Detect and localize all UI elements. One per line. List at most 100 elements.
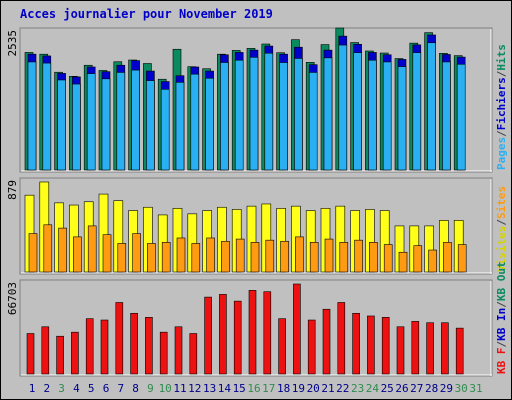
day-label-2: 2 bbox=[43, 382, 50, 395]
bar-sites-day-23 bbox=[354, 239, 363, 273]
day-label-23: 23 bbox=[351, 382, 364, 395]
panel-bottom-border bbox=[19, 279, 493, 377]
day-label-29: 29 bbox=[440, 382, 453, 395]
day-label-3: 3 bbox=[58, 382, 65, 395]
legend-middle-item-1: / bbox=[495, 219, 508, 226]
bar-kb-day-27 bbox=[411, 321, 420, 375]
bar-pages-day-20 bbox=[308, 72, 318, 171]
bar-sites-day-26 bbox=[398, 251, 408, 273]
bar-kb-day-24 bbox=[367, 315, 375, 375]
bar-sites-day-12 bbox=[191, 243, 201, 273]
panel-middle-legend: Visites/Sites bbox=[495, 186, 508, 272]
panel-top-max-label: 2535 bbox=[6, 30, 19, 57]
bar-sites-day-21 bbox=[324, 238, 334, 273]
legend-top-item-2: Fichiers bbox=[495, 77, 508, 130]
bar-sites-day-20 bbox=[309, 242, 319, 273]
day-label-22: 22 bbox=[336, 382, 349, 395]
bar-sites-day-7 bbox=[117, 243, 127, 273]
day-label-18: 18 bbox=[277, 382, 290, 395]
bar-sites-day-1 bbox=[28, 233, 38, 273]
bar-kb-day-3 bbox=[56, 335, 64, 375]
day-label-12: 12 bbox=[188, 382, 201, 395]
bar-kb-day-4 bbox=[71, 331, 79, 375]
legend-top-item-1: / bbox=[495, 130, 508, 137]
bar-sites-day-10 bbox=[161, 242, 171, 273]
bar-kb-day-10 bbox=[159, 331, 168, 375]
day-label-15: 15 bbox=[233, 382, 246, 395]
bar-sites-day-3 bbox=[58, 227, 67, 273]
day-label-5: 5 bbox=[88, 382, 95, 395]
panel-bottom-legend: KB F/KB In/KB Out bbox=[495, 261, 508, 374]
day-label-1: 1 bbox=[29, 382, 36, 395]
bar-sites-day-30 bbox=[457, 244, 467, 273]
legend-bottom-item-2: KB In bbox=[495, 308, 508, 341]
bar-pages-day-14 bbox=[220, 62, 229, 171]
bar-kb-day-26 bbox=[396, 326, 405, 375]
bar-pages-day-9 bbox=[146, 80, 155, 171]
day-label-19: 19 bbox=[292, 382, 305, 395]
bar-pages-day-4 bbox=[72, 83, 81, 171]
day-label-17: 17 bbox=[262, 382, 275, 395]
bar-pages-day-22 bbox=[338, 44, 348, 171]
legend-middle-item-2: Sites bbox=[495, 186, 508, 219]
day-label-28: 28 bbox=[425, 382, 438, 395]
bar-pages-day-11 bbox=[175, 82, 185, 171]
bar-pages-day-6 bbox=[101, 78, 111, 171]
bar-sites-day-22 bbox=[339, 242, 349, 273]
bar-kb-day-8 bbox=[130, 312, 138, 375]
bar-sites-day-4 bbox=[73, 236, 82, 273]
bars-layer bbox=[24, 27, 467, 375]
bar-pages-day-17 bbox=[264, 52, 274, 171]
day-label-4: 4 bbox=[73, 382, 80, 395]
day-label-7: 7 bbox=[117, 382, 124, 395]
day-label-14: 14 bbox=[218, 382, 232, 395]
bar-pages-day-29 bbox=[442, 61, 451, 171]
bar-sites-day-13 bbox=[206, 237, 215, 273]
bar-kb-day-15 bbox=[233, 300, 242, 375]
day-label-10: 10 bbox=[159, 382, 172, 395]
legend-top-item-0: Pages bbox=[495, 137, 508, 170]
bar-pages-day-27 bbox=[412, 52, 422, 171]
bar-pages-day-24 bbox=[368, 59, 377, 171]
day-label-24: 24 bbox=[366, 382, 380, 395]
day-label-6: 6 bbox=[103, 382, 110, 395]
legend-middle-item-0: Visites bbox=[495, 226, 508, 272]
legend-bottom-item-1: / bbox=[495, 341, 508, 348]
bar-kb-day-19 bbox=[293, 283, 301, 375]
bar-pages-day-15 bbox=[234, 59, 244, 171]
legend-bottom-item-4: KB Out bbox=[495, 261, 508, 301]
legend-bottom-item-0: KB F bbox=[495, 348, 508, 375]
chart-title: Acces journalier pour November 2019 bbox=[20, 7, 273, 21]
panel-top-legend: Pages/Fichiers/Hits bbox=[495, 44, 508, 170]
panel-top-border bbox=[19, 27, 493, 173]
bar-sites-day-5 bbox=[87, 225, 97, 273]
bar-sites-day-6 bbox=[102, 234, 112, 273]
bar-kb-day-2 bbox=[41, 326, 50, 375]
legend-bottom-item-3: / bbox=[495, 301, 508, 308]
bar-kb-day-14 bbox=[219, 294, 227, 375]
bar-sites-day-28 bbox=[428, 249, 437, 273]
bar-kb-day-20 bbox=[307, 319, 316, 375]
bar-pages-day-5 bbox=[86, 73, 96, 171]
bar-sites-day-16 bbox=[250, 242, 260, 273]
bar-sites-day-29 bbox=[443, 242, 452, 273]
day-label-26: 26 bbox=[395, 382, 408, 395]
bar-pages-day-23 bbox=[353, 52, 362, 171]
bar-pages-day-26 bbox=[397, 66, 407, 171]
bar-pages-day-19 bbox=[294, 58, 303, 171]
panel-middle-border bbox=[19, 177, 493, 275]
bar-sites-day-2 bbox=[43, 224, 53, 273]
day-label-11: 11 bbox=[173, 382, 186, 395]
bar-kb-day-29 bbox=[441, 322, 449, 375]
bar-kb-day-17 bbox=[263, 291, 272, 375]
panel-bottom-max-label: 66703 bbox=[6, 282, 19, 315]
bar-sites-day-17 bbox=[265, 239, 275, 273]
bar-sites-day-9 bbox=[147, 243, 156, 273]
bar-kb-day-9 bbox=[145, 317, 153, 375]
bar-kb-day-23 bbox=[352, 312, 360, 375]
bar-pages-day-13 bbox=[205, 77, 214, 171]
day-label-20: 20 bbox=[307, 382, 320, 395]
bar-kb-day-6 bbox=[100, 319, 109, 375]
bar-pages-day-25 bbox=[382, 61, 392, 171]
